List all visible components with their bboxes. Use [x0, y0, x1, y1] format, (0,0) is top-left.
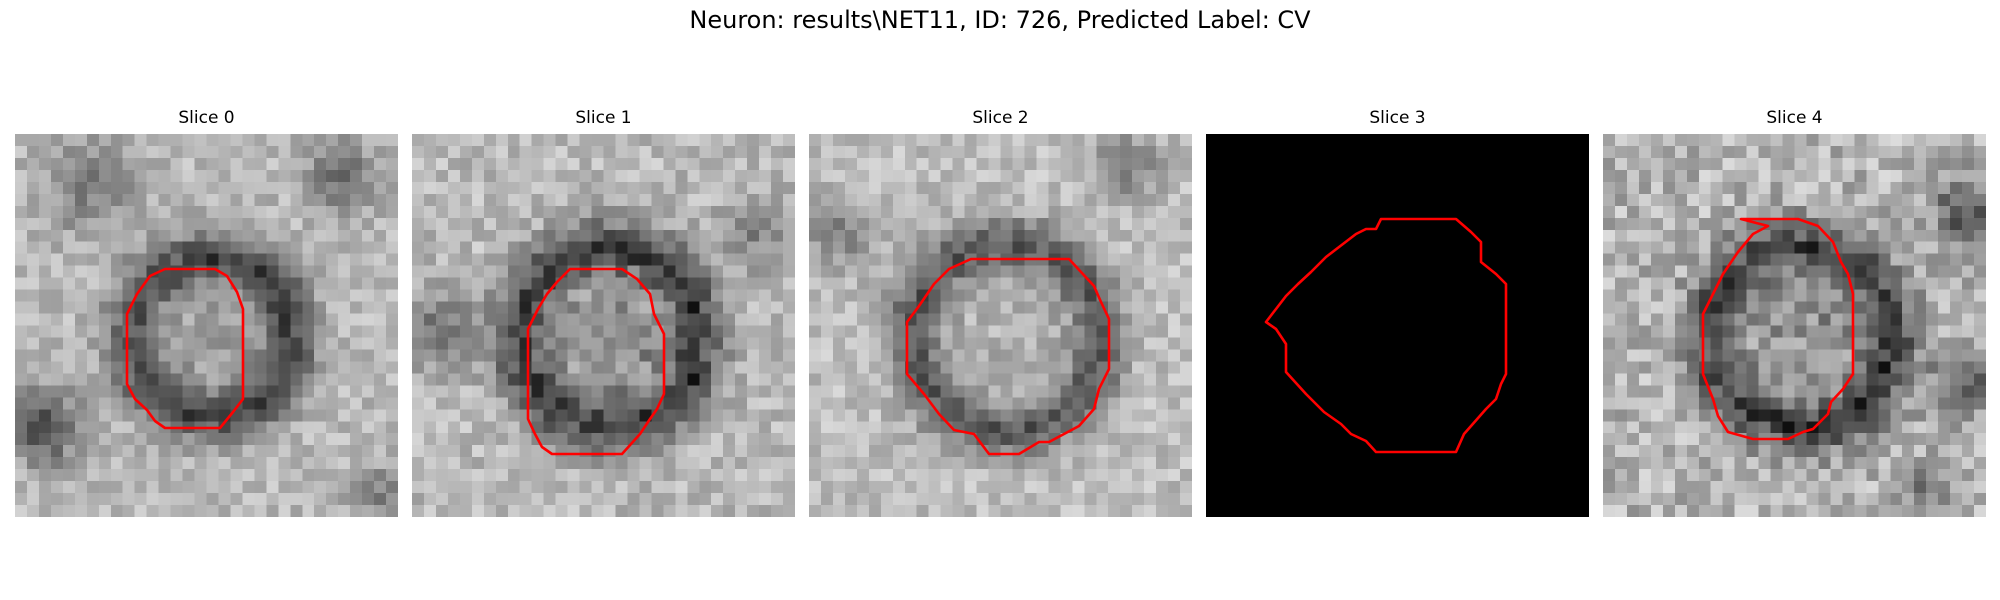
slice-1-image: [412, 134, 795, 517]
panel-title-slice-0: Slice 0: [178, 108, 235, 128]
slice-1-contour: [526, 267, 666, 456]
panel-title-slice-1: Slice 1: [575, 108, 632, 128]
figure-title: Neuron: results\NET11, ID: 726, Predicte…: [689, 6, 1311, 34]
slice-2-image: [809, 134, 1192, 517]
panel-title-slice-2: Slice 2: [972, 108, 1029, 128]
slice-4-image: [1603, 134, 1986, 517]
panel-title-slice-4: Slice 4: [1766, 108, 1823, 128]
slice-2-contour: [905, 257, 1111, 456]
slice-0-contour: [125, 267, 245, 430]
slice-0-image: [15, 134, 398, 517]
slice-3-contour: [1264, 217, 1508, 454]
slice-4-contour: [1701, 217, 1855, 441]
panel-title-slice-3: Slice 3: [1369, 108, 1426, 128]
slice-3-image: [1206, 134, 1589, 517]
